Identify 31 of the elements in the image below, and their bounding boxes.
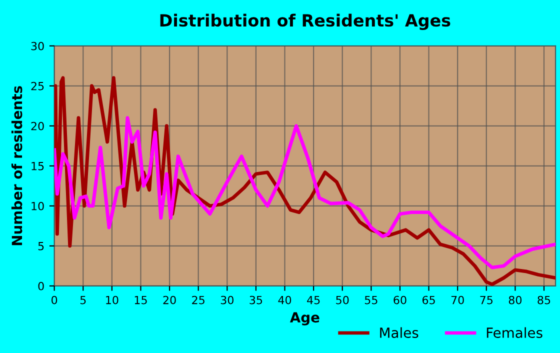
- x-tick-label: 75: [480, 296, 492, 304]
- x-tick-label: 40: [278, 296, 292, 304]
- x-tick-label: 60: [394, 296, 406, 304]
- x-tick-label: 70: [451, 296, 464, 304]
- x-tick-label: 20: [163, 296, 176, 304]
- y-tick-label: 25: [31, 82, 44, 90]
- x-tick-label: 45: [307, 296, 320, 304]
- x-tick-label: 5: [80, 296, 86, 304]
- x-tick-label: 80: [508, 296, 522, 304]
- x-tick-label: 85: [538, 296, 550, 304]
- x-tick-label: 55: [364, 296, 378, 304]
- x-tick-label: 65: [422, 296, 435, 304]
- x-tick-label: 50: [336, 296, 349, 304]
- chart-title: Distribution of Residents' Ages: [160, 14, 450, 30]
- y-tick-label: 0: [38, 282, 44, 290]
- x-tick-label: 25: [192, 296, 204, 304]
- legend-label: Females: [486, 327, 542, 338]
- x-axis-title: Age: [290, 312, 320, 326]
- x-tick-label: 0: [52, 296, 58, 304]
- line-series: [54, 116, 556, 270]
- x-tick-label: 35: [250, 296, 262, 304]
- y-tick-label: 15: [32, 162, 44, 170]
- y-tick-label: 10: [32, 202, 44, 210]
- y-tick-label: 20: [31, 122, 44, 130]
- x-tick-label: 15: [134, 296, 147, 304]
- x-tick-label: 30: [220, 296, 234, 304]
- x-tick-label: 10: [106, 296, 118, 304]
- y-axis-title: Number of residents: [11, 86, 22, 246]
- y-tick-label: 5: [38, 242, 44, 250]
- legend-label: Males: [380, 327, 418, 338]
- y-tick-label: 30: [31, 42, 44, 50]
